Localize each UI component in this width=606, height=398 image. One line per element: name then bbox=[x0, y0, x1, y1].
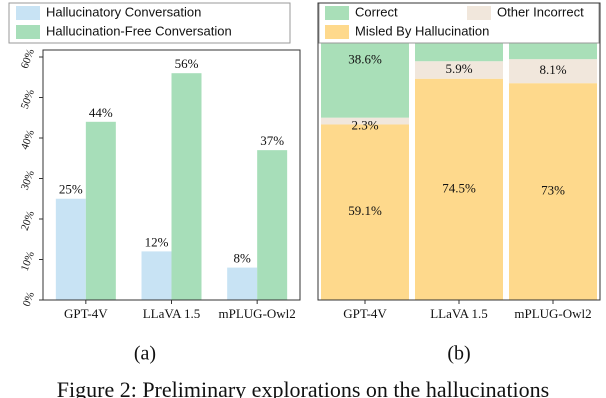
y-tick-label: 60% bbox=[19, 47, 37, 70]
bar-segment bbox=[321, 124, 409, 301]
value-label: 25% bbox=[59, 182, 83, 197]
y-tick-label: 20% bbox=[19, 209, 37, 232]
plot-frame bbox=[42, 49, 301, 301]
legend-label: Other Incorrect bbox=[497, 4, 584, 19]
y-tick-label: 10% bbox=[19, 250, 37, 273]
x-tick-label: LLaVA 1.5 bbox=[143, 306, 201, 321]
legend-box bbox=[8, 2, 291, 44]
value-label: 5.9% bbox=[445, 61, 472, 76]
value-label: 73% bbox=[541, 183, 565, 198]
bar bbox=[171, 73, 202, 300]
legend-swatch bbox=[16, 6, 40, 20]
bar bbox=[257, 150, 288, 300]
x-tick-label: mPLUG-Owl2 bbox=[514, 306, 591, 321]
value-label: 2.3% bbox=[351, 117, 378, 132]
bar-segment bbox=[415, 78, 503, 300]
bar bbox=[227, 267, 258, 300]
value-label: 44% bbox=[89, 105, 113, 120]
bar bbox=[55, 198, 86, 300]
legend-label: Hallucinatory Conversation bbox=[46, 4, 201, 19]
legend-swatch bbox=[467, 6, 491, 20]
value-label: 12% bbox=[145, 234, 169, 249]
x-tick-label: GPT-4V bbox=[343, 306, 387, 321]
value-label: 37% bbox=[260, 133, 284, 148]
value-label: 59.1% bbox=[348, 203, 382, 218]
value-label: 8% bbox=[233, 251, 251, 266]
x-tick-label: GPT-4V bbox=[64, 306, 108, 321]
legend-swatch bbox=[325, 6, 349, 20]
legend-label: Misled By Hallucination bbox=[355, 23, 489, 38]
bar-segment bbox=[509, 59, 597, 84]
y-tick-label: 30% bbox=[19, 169, 37, 192]
x-tick-label: LLaVA 1.5 bbox=[430, 306, 488, 321]
bar-segment bbox=[509, 83, 597, 300]
y-tick-label: 50% bbox=[19, 88, 37, 111]
x-tick-label: mPLUG-Owl2 bbox=[219, 306, 296, 321]
panel-label: (a) bbox=[134, 343, 156, 365]
value-label: 38.6% bbox=[348, 51, 382, 66]
caption: Figure 2: Preliminary explorations on th… bbox=[57, 377, 549, 398]
value-label: 56% bbox=[175, 56, 199, 71]
bar bbox=[141, 251, 172, 300]
y-tick-label: 40% bbox=[19, 128, 37, 151]
legend-box bbox=[318, 2, 600, 44]
value-label: 8.1% bbox=[539, 62, 566, 77]
y-tick-label: 0% bbox=[21, 290, 37, 308]
bar-segment bbox=[415, 61, 503, 79]
plot-frame bbox=[317, 2, 601, 301]
value-label: 74.5% bbox=[442, 180, 476, 195]
legend-label: Hallucination-Free Conversation bbox=[46, 23, 232, 38]
legend-swatch bbox=[325, 25, 349, 39]
legend-label: Correct bbox=[355, 4, 398, 19]
legend-swatch bbox=[16, 25, 40, 39]
panel-label: (b) bbox=[447, 343, 470, 365]
bar bbox=[85, 121, 116, 300]
bar-segment bbox=[321, 117, 409, 125]
